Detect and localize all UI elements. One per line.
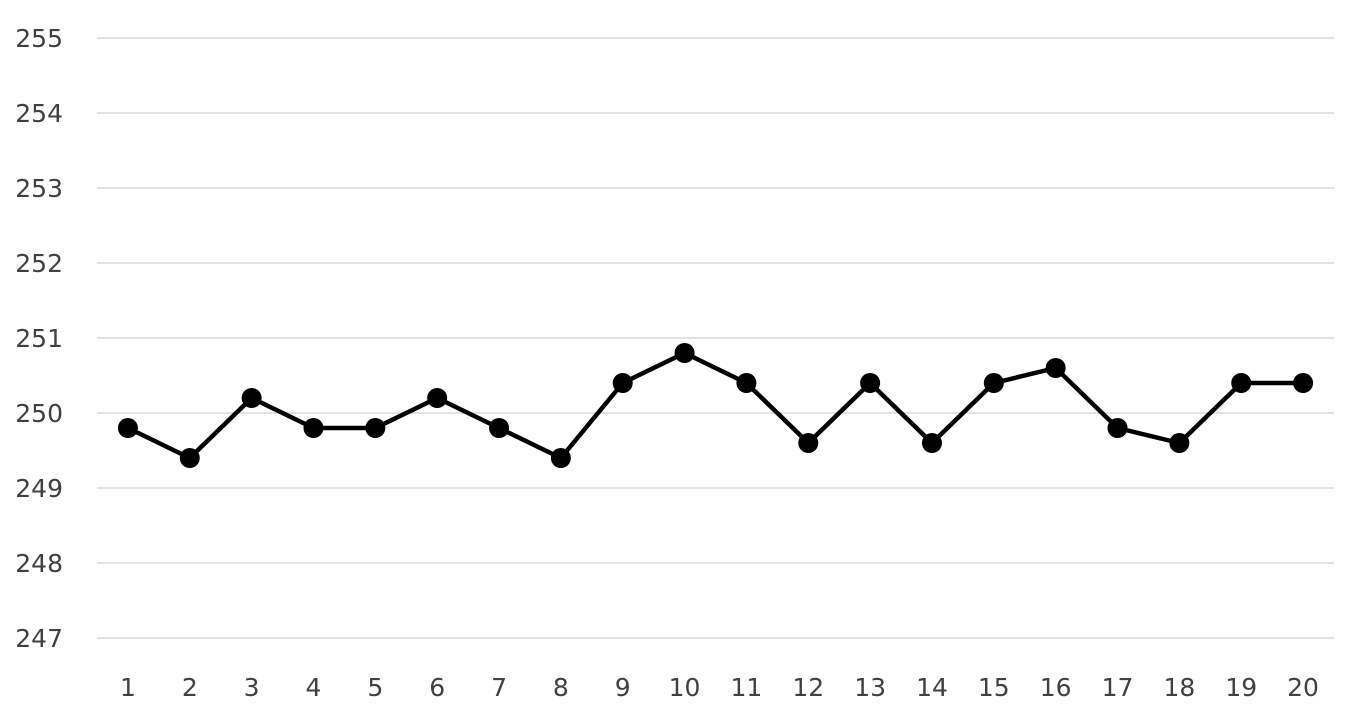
y-tick-label: 252 xyxy=(15,249,63,278)
y-tick-label: 253 xyxy=(15,174,63,203)
series xyxy=(117,343,1314,468)
data-point xyxy=(303,418,324,438)
x-tick-label: 14 xyxy=(916,673,948,702)
data-point xyxy=(798,433,819,453)
data-point xyxy=(983,373,1004,393)
x-tick-label: 13 xyxy=(854,673,886,702)
data-point xyxy=(736,373,757,393)
x-tick-label: 11 xyxy=(731,673,763,702)
y-tick-label: 249 xyxy=(15,474,63,503)
data-point xyxy=(241,388,262,408)
data-point xyxy=(427,388,448,408)
y-axis-ticks: 247 248 249 250 251 252 253 254 255 xyxy=(15,24,63,653)
data-point xyxy=(1169,433,1190,453)
data-point xyxy=(179,448,200,468)
data-point xyxy=(612,373,633,393)
data-point xyxy=(674,343,695,363)
data-point xyxy=(550,448,571,468)
x-tick-label: 3 xyxy=(244,673,260,702)
data-point xyxy=(1045,358,1066,378)
data-point xyxy=(365,418,386,438)
x-tick-label: 1 xyxy=(120,673,136,702)
x-tick-label: 18 xyxy=(1163,673,1195,702)
y-tick-label: 250 xyxy=(15,399,63,428)
x-tick-label: 15 xyxy=(978,673,1010,702)
data-point xyxy=(1293,373,1314,393)
x-tick-label: 9 xyxy=(615,673,631,702)
y-tick-label: 247 xyxy=(15,624,63,653)
x-tick-label: 6 xyxy=(429,673,445,702)
series-line xyxy=(126,350,1304,461)
y-tick-label: 248 xyxy=(15,549,63,578)
x-tick-label: 2 xyxy=(182,673,198,702)
data-point xyxy=(860,373,881,393)
data-point xyxy=(1231,373,1252,393)
y-tick-label: 254 xyxy=(15,99,63,128)
x-tick-label: 20 xyxy=(1287,673,1319,702)
x-tick-label: 4 xyxy=(306,673,322,702)
x-tick-label: 16 xyxy=(1040,673,1072,702)
y-tick-label: 251 xyxy=(15,324,63,353)
x-tick-label: 7 xyxy=(491,673,507,702)
y-tick-label: 255 xyxy=(15,24,63,53)
data-point xyxy=(117,418,138,438)
x-tick-label: 10 xyxy=(669,673,701,702)
x-tick-label: 17 xyxy=(1102,673,1134,702)
x-tick-label: 19 xyxy=(1225,673,1257,702)
control-limits xyxy=(97,294,1334,528)
data-point xyxy=(1107,418,1128,438)
x-tick-label: 12 xyxy=(792,673,824,702)
x-tick-label: 8 xyxy=(553,673,569,702)
data-point xyxy=(489,418,510,438)
x-tick-label: 5 xyxy=(367,673,383,702)
gridlines xyxy=(97,37,1334,639)
x-axis-ticks: 1 2 3 4 5 6 7 8 9 10 11 12 13 14 15 16 17 18 19 20 xyxy=(120,673,1319,702)
data-point xyxy=(921,433,942,453)
